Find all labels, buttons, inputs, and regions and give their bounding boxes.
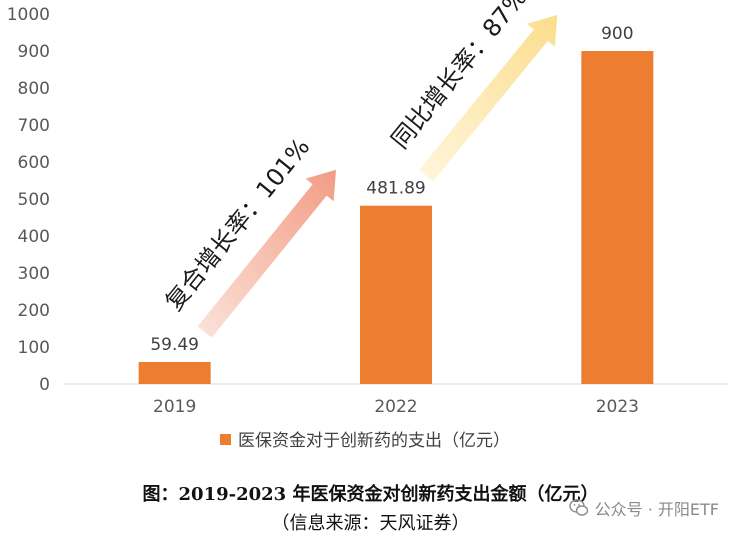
y-tick-label: 600 [18,153,50,173]
legend-swatch [220,434,231,445]
legend-label: 医保资金对于创新药的支出（亿元） [238,431,510,451]
y-axis-ticks: 0 100 200 300 400 500 600 700 800 900 1000 [7,5,50,395]
growth-annotations: 复合增长率：101%同比增长率：87% [160,0,533,316]
y-tick-label: 1000 [7,5,50,25]
y-tick-label: 700 [18,116,50,136]
y-tick-label: 800 [18,79,50,99]
y-tick-label: 500 [18,190,50,210]
bar [360,205,432,384]
bar [138,361,211,384]
y-tick-label: 300 [18,264,50,284]
y-tick-label: 100 [18,338,50,358]
legend: 医保资金对于创新药的支出（亿元） [220,431,510,451]
y-tick-label: 900 [18,42,50,62]
x-axis-ticks: 2019 2022 2023 [153,397,639,417]
watermark-text: 公众号 · 开阳ETF [594,500,719,519]
growth-arrow [197,169,336,338]
y-tick-label: 400 [18,227,50,247]
x-tick-label: 2023 [596,397,639,417]
caption-title: 图：2019-2023 年医保资金对创新药支出金额（亿元） [142,484,599,505]
bars [138,51,654,384]
growth-arrow [419,15,558,182]
watermark: 公众号 · 开阳ETF [568,496,719,520]
caption-source: （信息来源：天风证券） [271,513,470,534]
data-label: 59.49 [150,335,199,355]
x-tick-label: 2022 [374,397,417,417]
wechat-icon [568,499,588,516]
bar-chart: 0 100 200 300 400 500 600 700 800 900 1000 59.49 48… [7,0,728,451]
bar [581,51,654,384]
growth-arrows [197,15,558,338]
y-tick-label: 200 [18,301,50,321]
x-tick-label: 2019 [153,397,196,417]
y-tick-label: 0 [39,375,50,395]
data-label: 481.89 [366,179,425,199]
data-labels: 59.49 481.89 900 [150,24,633,355]
data-label: 900 [601,24,633,44]
